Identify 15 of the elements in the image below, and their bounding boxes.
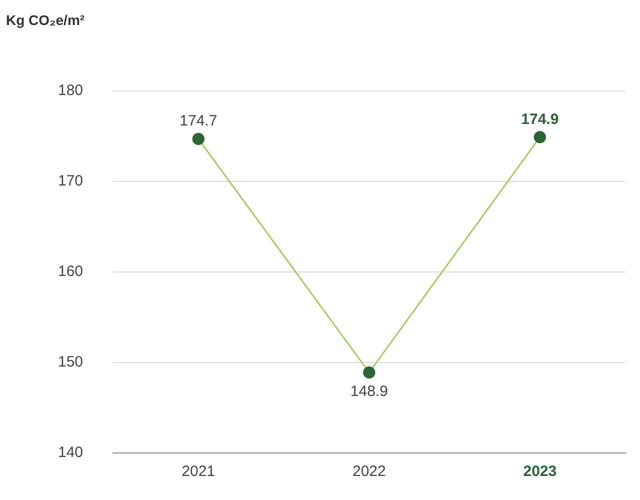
x-tick-label: 2023 <box>523 463 557 480</box>
point <box>192 132 205 146</box>
y-tick-label: 180 <box>58 82 84 100</box>
data-label: 148.9 <box>350 383 388 400</box>
x-tick-label: 2021 <box>182 463 216 480</box>
data-label: 174.9 <box>521 110 559 128</box>
y-tick-label: 150 <box>58 354 84 371</box>
y-tick-label: 160 <box>58 263 84 280</box>
data-label: 174.7 <box>180 112 218 130</box>
point <box>534 131 546 144</box>
y-axis-title: Kg CO₂e/m² <box>6 12 85 28</box>
point <box>363 366 376 379</box>
y-tick-label: 140 <box>58 444 84 462</box>
x-tick-label: 2022 <box>352 463 386 480</box>
y-tick-label: 170 <box>58 172 84 190</box>
